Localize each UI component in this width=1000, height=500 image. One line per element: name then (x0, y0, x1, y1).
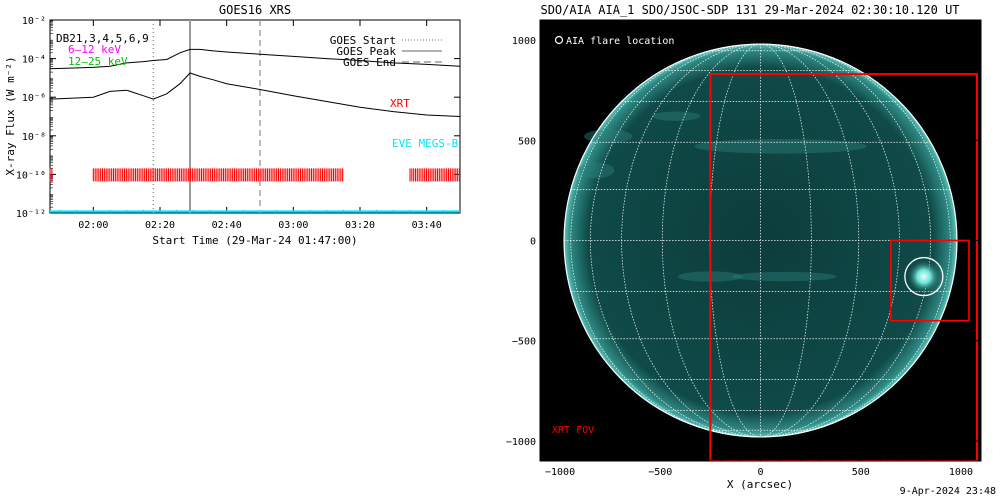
diffuse-active-region (732, 271, 837, 282)
diffuse-active-region (694, 138, 867, 154)
eve-label: EVE MEGS-B (392, 137, 459, 150)
x-tick-label: 02:00 (78, 220, 108, 231)
y-tick-label: 10⁻⁴ (22, 55, 46, 66)
flare-location-circle (904, 256, 944, 297)
y-tick-label: 10⁻¹⁰ (16, 170, 46, 181)
diffuse-active-region (652, 111, 701, 121)
goes-title: GOES16 XRS (219, 3, 291, 17)
x-tick-label: 1000 (949, 467, 973, 478)
goes-series-2 (49, 72, 461, 117)
x-tick-label: 02:20 (145, 220, 175, 231)
longitude-line (661, 43, 761, 438)
goes-ylabel: X-ray Flux (W m⁻²) (4, 56, 17, 175)
x-tick-label: 0 (757, 467, 763, 478)
y-tick-label: 10⁻² (22, 16, 46, 27)
band-label-3: 12–25 keV (68, 55, 128, 68)
x-tick-label: −1000 (545, 467, 575, 478)
aia-xlabel: X (arcsec) (727, 478, 793, 491)
diffuse-active-region (578, 162, 615, 179)
y-tick-label: 10⁻⁶ (22, 93, 46, 104)
plot-timestamp: 9-Apr-2024 23:48 (899, 486, 996, 497)
y-tick-label: 0 (530, 237, 536, 248)
y-tick-label: 10⁻¹² (16, 209, 46, 220)
flare-legend-icon (554, 35, 564, 45)
longitude-line (760, 43, 812, 438)
y-tick-label: 10⁻⁸ (22, 132, 46, 143)
longitude-line (760, 43, 860, 438)
flare-legend-label: AIA flare location (566, 36, 674, 47)
goes-series-1 (49, 48, 461, 70)
y-tick-label: −500 (512, 337, 536, 348)
legend-label: GOES End (343, 56, 396, 69)
xrt-fov-label: XRT FOV (552, 425, 594, 436)
flare-glow (906, 259, 941, 294)
aia-solar-image: SDO/AIA AIA_1 SDO/JSOC-SDP 131 29-Mar-20… (506, 3, 982, 491)
aia-subfield-box (889, 239, 970, 322)
longitude-line (590, 43, 761, 438)
y-tick-label: 500 (518, 136, 536, 147)
goes-xrs-chart: GOES16 XRS X-ray Flux (W m⁻²) Start Time… (4, 3, 461, 247)
x-tick-label: 500 (852, 467, 870, 478)
band-label-1: DB21,3,4,5,6,9 (56, 32, 149, 45)
aia-title: SDO/AIA AIA_1 SDO/JSOC-SDP 131 29-Mar-20… (540, 3, 959, 17)
longitude-line (570, 43, 761, 438)
x-tick-label: −500 (648, 467, 672, 478)
legend-label: GOES Peak (336, 45, 396, 58)
goes-xlabel: Start Time (29-Mar-24 01:47:00) (152, 234, 357, 247)
x-tick-label: 03:40 (412, 220, 442, 231)
legend-label: GOES Start (330, 34, 396, 47)
longitude-line (621, 43, 761, 438)
x-tick-label: 03:00 (278, 220, 308, 231)
x-tick-label: 02:40 (212, 220, 242, 231)
y-tick-label: 1000 (512, 36, 536, 47)
band-label-2: 6–12 keV (68, 43, 121, 56)
x-tick-label: 03:20 (345, 220, 375, 231)
xrt-label: XRT (390, 97, 410, 110)
y-tick-label: −1000 (506, 437, 536, 448)
